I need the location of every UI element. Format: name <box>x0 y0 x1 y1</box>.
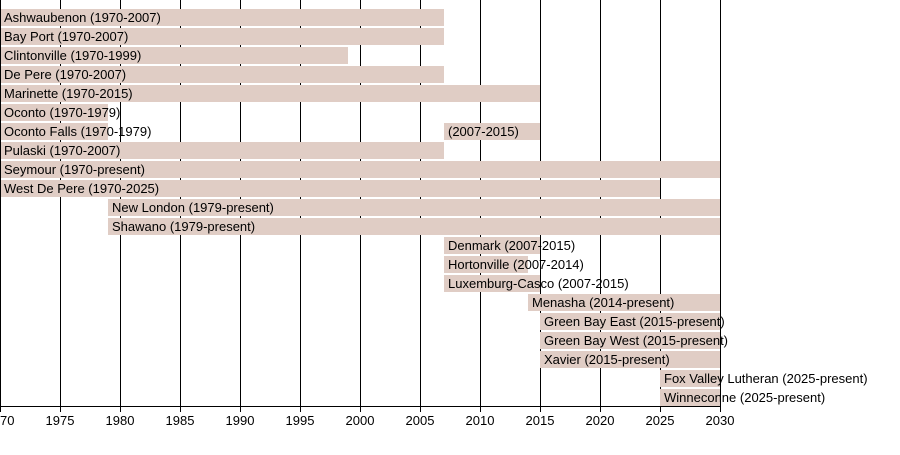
timeline-row-fox-valley-lutheran: Fox Valley Lutheran (2025-present) <box>0 370 900 387</box>
timeline-row-winneconne: Winneconne (2025-present) <box>0 389 900 406</box>
x-axis-tick-1975 <box>60 407 61 412</box>
bar-label: Menasha (2014-present) <box>532 295 675 310</box>
timeline-bar <box>0 180 660 197</box>
timeline-bar <box>660 370 720 387</box>
x-tick-label-2020: 2020 <box>585 413 615 428</box>
bar-label: Ashwaubenon (1970-2007) <box>4 10 161 25</box>
timeline-row-clintonville: Clintonville (1970-1999) <box>0 47 900 64</box>
bar-label: Bay Port (1970-2007) <box>4 29 129 44</box>
timeline-bar <box>108 218 720 235</box>
x-tick-label-1970: 1970 <box>0 413 15 428</box>
x-axis-tick-1990 <box>240 407 241 412</box>
timeline-row-seymour: Seymour (1970-present) <box>0 161 900 178</box>
x-axis-tick-1985 <box>180 407 181 412</box>
bar-label: Green Bay East (2015-present) <box>544 314 725 329</box>
timeline-row-oconto: Oconto (1970-1979) <box>0 104 900 121</box>
bar-label: Shawano (1979-present) <box>112 219 256 234</box>
gridline-2030 <box>720 0 721 406</box>
timeline-row-menasha: Menasha (2014-present) <box>0 294 900 311</box>
timeline-row-bay-port: Bay Port (1970-2007) <box>0 28 900 45</box>
timeline-bar <box>444 256 528 273</box>
x-axis-tick-2030 <box>720 407 721 412</box>
x-tick-label-2015: 2015 <box>525 413 555 428</box>
bar-label: (2007-2015) <box>448 124 519 139</box>
timeline-row-xavier: Xavier (2015-present) <box>0 351 900 368</box>
x-axis-tick-1995 <box>300 407 301 412</box>
timeline-bar <box>0 123 108 140</box>
x-axis-tick-2025 <box>660 407 661 412</box>
x-axis-tick-1980 <box>120 407 121 412</box>
bar-label: Hortonville (2007-2014) <box>448 257 584 272</box>
x-axis-tick-2010 <box>480 407 481 412</box>
x-tick-label-1995: 1995 <box>285 413 315 428</box>
x-tick-label-2005: 2005 <box>405 413 435 428</box>
x-axis-tick-2015 <box>540 407 541 412</box>
timeline-bar <box>0 9 444 26</box>
timeline-row-hortonville: Hortonville (2007-2014) <box>0 256 900 273</box>
gridline-1970 <box>0 0 1 406</box>
timeline-row-luxemburg-casco: Luxemburg-Casco (2007-2015) <box>0 275 900 292</box>
timeline-row-new-london: New London (1979-present) <box>0 199 900 216</box>
bar-label: Seymour (1970-present) <box>4 162 145 177</box>
bar-label: Green Bay West (2015-present) <box>544 333 729 348</box>
timeline-bar <box>0 142 444 159</box>
bar-label: Xavier (2015-present) <box>544 352 670 367</box>
x-tick-label-1980: 1980 <box>105 413 135 428</box>
x-axis-tick-1970 <box>0 407 1 412</box>
timeline-bar <box>540 313 720 330</box>
x-tick-label-2025: 2025 <box>645 413 675 428</box>
x-axis-line <box>0 406 721 407</box>
bar-label: Fox Valley Lutheran (2025-present) <box>664 371 868 386</box>
x-tick-label-2030: 2030 <box>705 413 735 428</box>
bar-label: Denmark (2007-2015) <box>448 238 576 253</box>
x-tick-label-1985: 1985 <box>165 413 195 428</box>
bar-label: De Pere (1970-2007) <box>4 67 127 82</box>
timeline-row-ashwaubenon: Ashwaubenon (1970-2007) <box>0 9 900 26</box>
timeline-bar <box>444 237 540 254</box>
timeline-bar <box>0 28 444 45</box>
timeline-row-pulaski: Pulaski (1970-2007) <box>0 142 900 159</box>
bar-label: Oconto (1970-1979) <box>4 105 121 120</box>
bar-label: Oconto Falls (1970-1979) <box>4 124 152 139</box>
timeline-bar <box>0 47 348 64</box>
x-axis-tick-2005 <box>420 407 421 412</box>
bar-label: Luxemburg-Casco (2007-2015) <box>448 276 629 291</box>
timeline-row-west-de-pere: West De Pere (1970-2025) <box>0 180 900 197</box>
bar-label: Pulaski (1970-2007) <box>4 143 121 158</box>
timeline-row-green-bay-west: Green Bay West (2015-present) <box>0 332 900 349</box>
timeline-row-denmark: Denmark (2007-2015) <box>0 237 900 254</box>
timeline-bar <box>444 123 540 140</box>
x-tick-label-2000: 2000 <box>345 413 375 428</box>
bar-label: New London (1979-present) <box>112 200 274 215</box>
bar-label: West De Pere (1970-2025) <box>4 181 160 196</box>
bar-label: Marinette (1970-2015) <box>4 86 133 101</box>
timeline-row-de-pere: De Pere (1970-2007) <box>0 66 900 83</box>
timeline-bar <box>444 275 540 292</box>
x-axis-tick-2000 <box>360 407 361 412</box>
timeline-bar <box>660 389 720 406</box>
timeline-bar <box>540 351 720 368</box>
timeline-bar <box>0 66 444 83</box>
timeline-bar <box>540 332 720 349</box>
bar-label: Clintonville (1970-1999) <box>4 48 142 63</box>
timeline-bar <box>0 161 720 178</box>
x-tick-label-1975: 1975 <box>45 413 75 428</box>
x-axis-tick-2020 <box>600 407 601 412</box>
timeline-bar <box>528 294 720 311</box>
x-tick-label-2010: 2010 <box>465 413 495 428</box>
timeline-row-shawano: Shawano (1979-present) <box>0 218 900 235</box>
timeline-row-green-bay-east: Green Bay East (2015-present) <box>0 313 900 330</box>
timeline-bar <box>0 85 540 102</box>
gridline-1975 <box>60 0 61 406</box>
timeline-bar <box>108 199 720 216</box>
timeline-row-marinette: Marinette (1970-2015) <box>0 85 900 102</box>
x-tick-label-1990: 1990 <box>225 413 255 428</box>
timeline-row-oconto-falls: Oconto Falls (1970-1979) (2007-2015) <box>0 123 900 140</box>
timeline-bar <box>0 104 108 121</box>
bar-label: Winneconne (2025-present) <box>664 390 826 405</box>
